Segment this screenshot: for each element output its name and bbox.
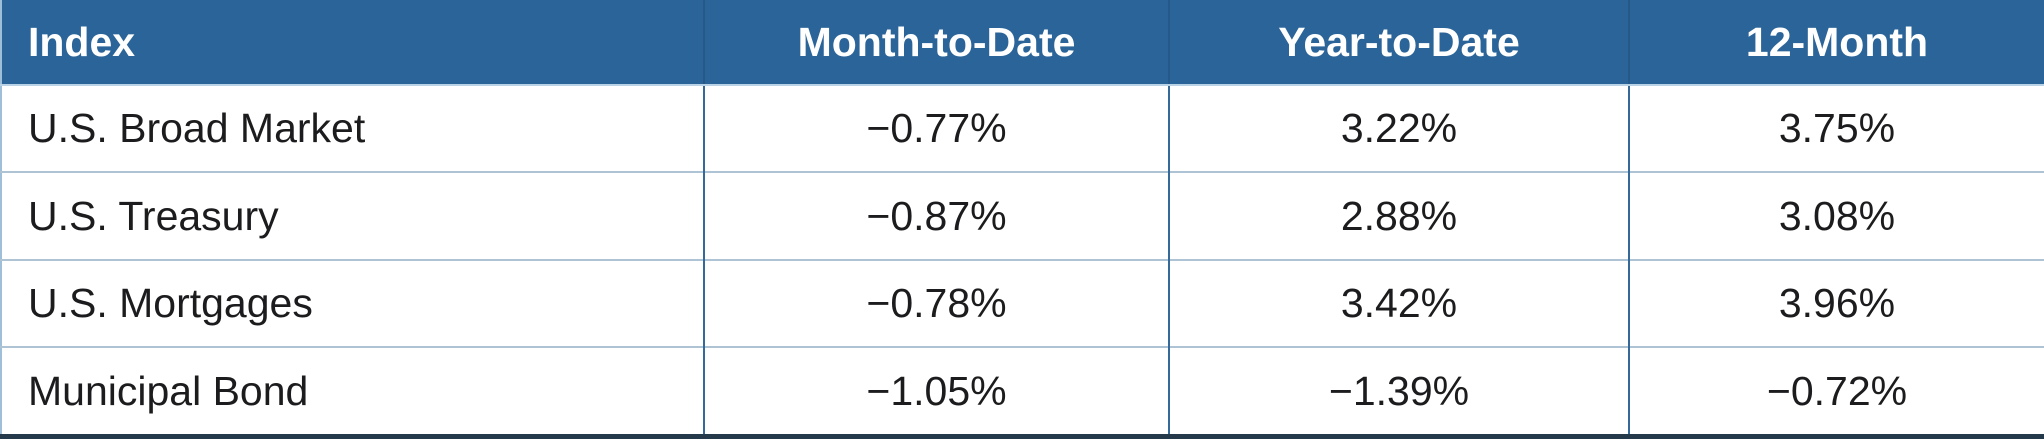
- table-row: U.S. Treasury −0.87% 2.88% 3.08%: [1, 171, 2044, 260]
- index-name-cell: Municipal Bond: [1, 346, 704, 438]
- column-header-year-to-date: Year-to-Date: [1168, 0, 1629, 86]
- mtd-value-cell: −1.05%: [703, 346, 1169, 438]
- table-row: U.S. Mortgages −0.78% 3.42% 3.96%: [1, 258, 2044, 348]
- column-header-month-to-date: Month-to-Date: [703, 0, 1169, 86]
- column-header-index: Index: [1, 0, 704, 86]
- ytd-value-cell: 3.42%: [1168, 258, 1629, 348]
- ytd-value-cell: 2.88%: [1168, 171, 1629, 260]
- table-header: Index Month-to-Date Year-to-Date 12-Mont…: [1, 0, 2044, 86]
- header-row: Index Month-to-Date Year-to-Date 12-Mont…: [1, 0, 2044, 86]
- 12-month-value-cell: 3.96%: [1628, 258, 2044, 348]
- table-row: U.S. Broad Market −0.77% 3.22% 3.75%: [1, 85, 2044, 173]
- 12-month-value-cell: 3.75%: [1628, 85, 2044, 173]
- mtd-value-cell: −0.87%: [703, 171, 1169, 260]
- mtd-value-cell: −0.78%: [703, 258, 1169, 348]
- ytd-value-cell: −1.39%: [1168, 346, 1629, 438]
- index-name-cell: U.S. Treasury: [1, 171, 704, 260]
- mtd-value-cell: −0.77%: [703, 85, 1169, 173]
- table-row: Municipal Bond −1.05% −1.39% −0.72%: [1, 346, 2044, 438]
- 12-month-value-cell: −0.72%: [1628, 346, 2044, 438]
- ytd-value-cell: 3.22%: [1168, 85, 1629, 173]
- index-name-cell: U.S. Mortgages: [1, 258, 704, 348]
- 12-month-value-cell: 3.08%: [1628, 171, 2044, 260]
- index-name-cell: U.S. Broad Market: [1, 85, 704, 173]
- column-header-12-month: 12-Month: [1628, 0, 2044, 86]
- table-body: U.S. Broad Market −0.77% 3.22% 3.75% U.S…: [1, 85, 2044, 438]
